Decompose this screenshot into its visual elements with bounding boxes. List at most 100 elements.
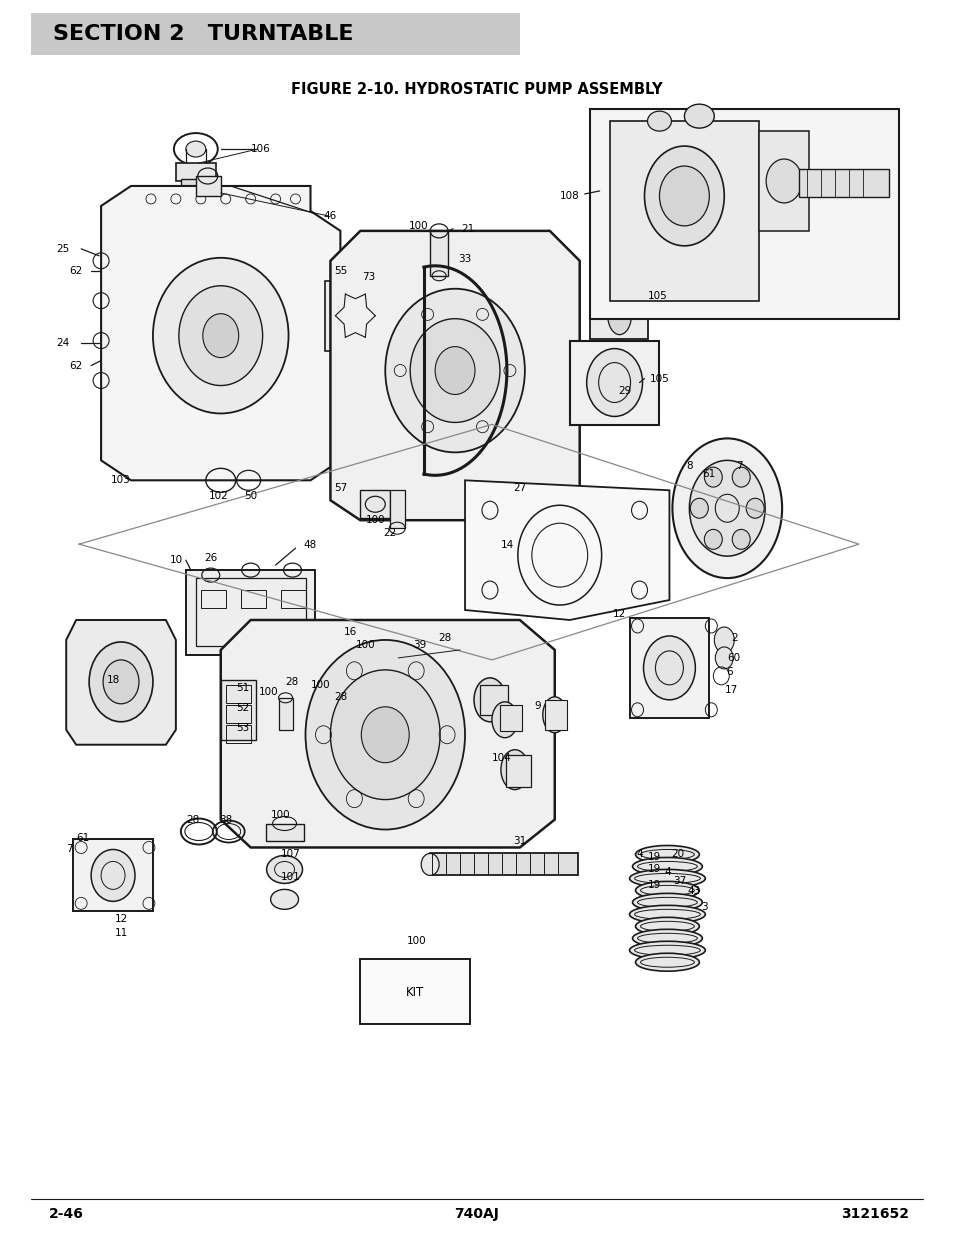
Text: 25: 25 xyxy=(56,243,70,254)
Text: 2: 2 xyxy=(730,634,737,643)
Text: 100: 100 xyxy=(365,515,385,525)
Bar xyxy=(505,755,530,787)
Text: 11: 11 xyxy=(114,929,128,939)
Text: 2-46: 2-46 xyxy=(50,1207,84,1220)
Bar xyxy=(360,490,390,519)
Text: 33: 33 xyxy=(458,254,471,264)
Text: 27: 27 xyxy=(513,483,526,493)
Text: 46: 46 xyxy=(323,211,336,221)
Text: 31: 31 xyxy=(513,836,526,846)
Text: 100: 100 xyxy=(311,679,330,690)
Bar xyxy=(265,824,303,841)
Text: 740AJ: 740AJ xyxy=(454,1207,499,1220)
Ellipse shape xyxy=(765,159,801,203)
Ellipse shape xyxy=(714,627,734,653)
Text: 7: 7 xyxy=(66,845,72,855)
Ellipse shape xyxy=(703,467,721,487)
Ellipse shape xyxy=(644,146,723,246)
Text: 9: 9 xyxy=(534,700,540,711)
Text: 62: 62 xyxy=(70,361,83,370)
Text: 26: 26 xyxy=(204,553,217,563)
Text: 17: 17 xyxy=(724,685,737,695)
Polygon shape xyxy=(464,480,669,620)
Text: 7: 7 xyxy=(735,462,741,472)
Text: 100: 100 xyxy=(408,221,428,231)
Text: 16: 16 xyxy=(343,627,356,637)
Ellipse shape xyxy=(632,929,701,947)
Text: 28: 28 xyxy=(186,815,199,825)
Bar xyxy=(360,960,470,1024)
Ellipse shape xyxy=(266,856,302,883)
Polygon shape xyxy=(330,231,579,520)
Text: 100: 100 xyxy=(258,687,278,697)
Ellipse shape xyxy=(91,850,135,902)
Text: 53: 53 xyxy=(235,722,249,732)
Text: 100: 100 xyxy=(271,810,290,820)
Text: 4: 4 xyxy=(636,850,642,860)
Bar xyxy=(479,685,507,715)
Bar xyxy=(226,685,251,703)
Ellipse shape xyxy=(745,498,763,519)
Text: 10: 10 xyxy=(169,555,182,566)
Bar xyxy=(278,698,293,730)
Text: 103: 103 xyxy=(112,475,131,485)
Ellipse shape xyxy=(492,701,517,737)
Ellipse shape xyxy=(690,498,707,519)
Ellipse shape xyxy=(435,347,475,394)
Bar xyxy=(240,590,265,608)
Text: 19: 19 xyxy=(647,852,660,862)
Text: 108: 108 xyxy=(559,191,579,201)
Ellipse shape xyxy=(410,319,499,422)
Ellipse shape xyxy=(586,348,641,416)
Ellipse shape xyxy=(672,438,781,578)
Text: 105: 105 xyxy=(649,373,669,384)
Text: FIGURE 2-10. HYDROSTATIC PUMP ASSEMBLY: FIGURE 2-10. HYDROSTATIC PUMP ASSEMBLY xyxy=(291,82,662,96)
Bar xyxy=(220,679,255,740)
Ellipse shape xyxy=(629,941,704,960)
Text: 107: 107 xyxy=(280,850,300,860)
Bar xyxy=(430,853,578,876)
Bar xyxy=(569,341,659,425)
Text: 28: 28 xyxy=(334,692,347,701)
Bar xyxy=(73,840,152,911)
Ellipse shape xyxy=(647,111,671,131)
Ellipse shape xyxy=(178,285,262,385)
Ellipse shape xyxy=(330,669,439,799)
Ellipse shape xyxy=(335,290,375,341)
Text: 61: 61 xyxy=(76,832,90,842)
Ellipse shape xyxy=(271,889,298,909)
Text: 100: 100 xyxy=(406,936,426,946)
Ellipse shape xyxy=(152,258,288,414)
Bar xyxy=(544,700,566,730)
Text: 105: 105 xyxy=(647,290,667,301)
Text: 51: 51 xyxy=(235,683,249,693)
Bar xyxy=(31,14,519,56)
Bar xyxy=(195,177,220,196)
Text: 29: 29 xyxy=(618,385,631,395)
Ellipse shape xyxy=(542,697,566,732)
Bar xyxy=(759,131,808,231)
Text: 6: 6 xyxy=(725,667,732,677)
Text: 19: 19 xyxy=(647,864,660,874)
Ellipse shape xyxy=(632,857,701,876)
Ellipse shape xyxy=(420,853,438,876)
Text: 60: 60 xyxy=(727,653,740,663)
Text: 62: 62 xyxy=(70,266,83,275)
Text: SECTION 2   TURNTABLE: SECTION 2 TURNTABLE xyxy=(53,25,354,44)
Ellipse shape xyxy=(305,640,464,830)
Bar xyxy=(390,490,405,529)
Text: 28: 28 xyxy=(285,677,298,687)
Polygon shape xyxy=(101,186,340,480)
Ellipse shape xyxy=(203,314,238,358)
Text: 3: 3 xyxy=(700,903,707,913)
Text: 50: 50 xyxy=(244,492,257,501)
Text: 101: 101 xyxy=(280,872,300,883)
Ellipse shape xyxy=(635,918,699,935)
Ellipse shape xyxy=(361,706,409,763)
Ellipse shape xyxy=(635,953,699,971)
Ellipse shape xyxy=(607,295,631,335)
Text: 55: 55 xyxy=(334,266,347,275)
Ellipse shape xyxy=(103,659,139,704)
Ellipse shape xyxy=(689,461,764,556)
Ellipse shape xyxy=(629,869,704,888)
